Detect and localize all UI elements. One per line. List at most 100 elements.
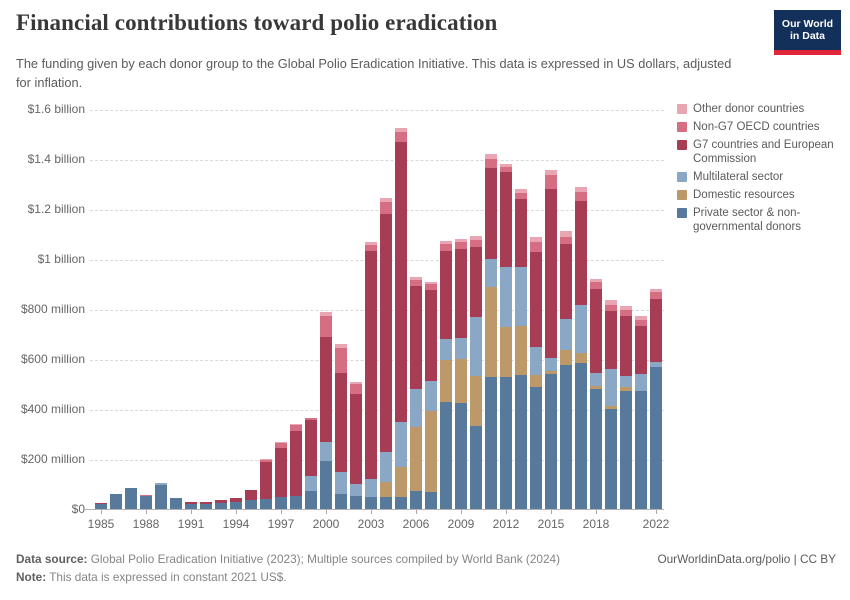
bar-segment: [575, 200, 587, 305]
y-axis-label: $200 million: [20, 452, 85, 466]
bar-1989[interactable]: [155, 483, 167, 509]
bar-2019[interactable]: [605, 299, 617, 509]
gridline: [90, 460, 664, 461]
bar-segment: [365, 497, 377, 509]
bar-1999[interactable]: [305, 418, 317, 509]
bar-segment: [395, 128, 407, 132]
bar-segment: [170, 497, 182, 509]
bar-2008[interactable]: [440, 240, 452, 509]
x-axis-label: 2000: [312, 517, 340, 531]
bar-1994[interactable]: [230, 497, 242, 509]
bar-2015[interactable]: [545, 170, 557, 509]
bar-2013[interactable]: [515, 189, 527, 509]
bar-segment: [305, 418, 317, 420]
bar-1987[interactable]: [125, 487, 137, 509]
x-axis-label: 1991: [177, 517, 205, 531]
bar-2003[interactable]: [365, 242, 377, 509]
x-axis-label: 2022: [642, 517, 670, 531]
bar-segment: [500, 326, 512, 377]
bar-segment: [320, 312, 332, 317]
bar-segment: [590, 385, 602, 389]
bar-1990[interactable]: [170, 497, 182, 509]
bar-2002[interactable]: [350, 382, 362, 509]
bar-2021[interactable]: [635, 315, 647, 509]
bar-segment: [440, 240, 452, 244]
bar-1988[interactable]: [140, 495, 152, 509]
bar-segment: [410, 490, 422, 509]
x-tick: [371, 510, 372, 514]
bar-segment: [530, 237, 542, 243]
bar-segment: [365, 244, 377, 251]
bar-2014[interactable]: [530, 237, 542, 509]
owid-logo-line2: in Data: [789, 30, 825, 42]
bar-segment: [515, 267, 527, 327]
legend-swatch-icon: [677, 140, 687, 151]
x-axis-label: 2012: [492, 517, 520, 531]
bar-2012[interactable]: [500, 164, 512, 509]
bar-2010[interactable]: [470, 235, 482, 509]
bar-2022[interactable]: [650, 289, 662, 509]
bar-1998[interactable]: [290, 424, 302, 509]
bar-segment: [425, 290, 437, 381]
bar-segment: [575, 187, 587, 192]
bar-1986[interactable]: [110, 494, 122, 509]
bar-1996[interactable]: [260, 459, 272, 509]
legend-swatch-icon: [677, 122, 687, 133]
bar-1985[interactable]: [95, 503, 107, 509]
bar-segment: [275, 448, 287, 498]
bar-segment: [215, 502, 227, 509]
bar-segment: [335, 494, 347, 509]
plot-area: 1985 1988 1991 1994 1997 2000 2003 2006 2009 2012…: [84, 100, 669, 531]
bar-segment: [455, 359, 467, 403]
bar-1997[interactable]: [275, 442, 287, 509]
license-link[interactable]: OurWorldinData.org/polio | CC BY: [657, 552, 836, 566]
bar-segment: [260, 499, 272, 509]
bar-2018[interactable]: [590, 278, 602, 509]
bar-segment: [650, 292, 662, 299]
bar-segment: [290, 425, 302, 431]
gridline: [90, 360, 664, 361]
bar-segment: [95, 503, 107, 505]
legend-swatch-icon: [677, 208, 687, 219]
bar-2011[interactable]: [485, 154, 497, 509]
bar-1995[interactable]: [245, 490, 257, 509]
bar-1991[interactable]: [185, 502, 197, 509]
chart-subtitle: The funding given by each donor group to…: [16, 56, 732, 90]
note-line: Note: This data is expressed in constant…: [16, 570, 636, 584]
bar-2016[interactable]: [560, 230, 572, 509]
bar-segment: [275, 443, 287, 449]
bar-2005[interactable]: [395, 128, 407, 509]
bar-1993[interactable]: [215, 499, 227, 509]
bar-segment: [395, 466, 407, 497]
bar-segment: [470, 425, 482, 509]
bar-segment: [590, 289, 602, 373]
bar-segment: [500, 376, 512, 509]
legend-item: Multilateral sector: [677, 170, 845, 184]
bar-2007[interactable]: [425, 281, 437, 509]
bar-segment: [575, 363, 587, 509]
bar-segment: [605, 405, 617, 409]
bar-2017[interactable]: [575, 187, 587, 509]
bar-segment: [470, 317, 482, 376]
bar-2001[interactable]: [335, 344, 347, 509]
bar-segment: [545, 170, 557, 175]
bar-1992[interactable]: [200, 501, 212, 509]
bar-2000[interactable]: [320, 312, 332, 509]
bar-2020[interactable]: [620, 305, 632, 509]
bar-segment: [455, 239, 467, 242]
bar-2009[interactable]: [455, 239, 467, 509]
bar-segment: [575, 305, 587, 353]
legend-item: Domestic resources: [677, 188, 845, 202]
bar-segment: [395, 132, 407, 142]
x-axis-label: 2015: [537, 517, 565, 531]
bar-segment: [410, 286, 422, 389]
bar-segment: [230, 497, 242, 502]
bar-segment: [380, 451, 392, 482]
legend-label: Non-G7 OECD countries: [693, 121, 820, 134]
bar-segment: [200, 503, 212, 509]
bar-2004[interactable]: [380, 197, 392, 509]
bar-2006[interactable]: [410, 277, 422, 509]
bar-segment: [485, 167, 497, 259]
note-text: This data is expressed in constant 2021 …: [46, 570, 287, 584]
gridline: [90, 410, 664, 411]
